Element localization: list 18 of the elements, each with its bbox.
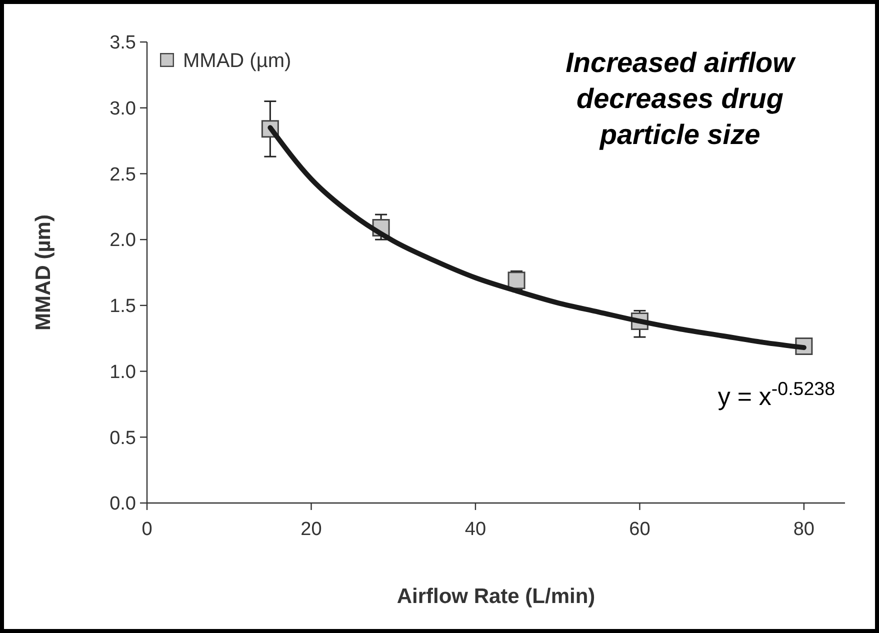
y-tick-label: 3.0 bbox=[110, 98, 136, 120]
y-tick-label: 0.5 bbox=[110, 428, 136, 449]
x-axis-title: Airflow Rate (L/min) bbox=[396, 585, 596, 608]
y-tick-label: 1.5 bbox=[110, 296, 136, 318]
y-tick-label: 2.0 bbox=[110, 230, 136, 252]
y-tick-label: 0.0 bbox=[110, 494, 136, 515]
x-tick-label: 0 bbox=[142, 519, 152, 540]
y-tick-label: 3.5 bbox=[110, 32, 136, 54]
x-tick-label: 20 bbox=[300, 519, 322, 540]
y-tick-label: 2.5 bbox=[110, 164, 136, 186]
x-tick-label: 80 bbox=[793, 519, 815, 540]
legend-label: MMAD (µm) bbox=[183, 50, 292, 72]
annotation: y = x$^{-0.5238}$ bbox=[718, 378, 835, 411]
x-tick-label: 40 bbox=[464, 519, 486, 540]
y-axis-title: MMAD (µm) bbox=[32, 214, 55, 330]
x-tick-label: 60 bbox=[629, 519, 650, 540]
y-tick-label: 1.0 bbox=[110, 362, 136, 383]
annotation: Increased airflow decreases drug particle size bbox=[566, 47, 797, 150]
